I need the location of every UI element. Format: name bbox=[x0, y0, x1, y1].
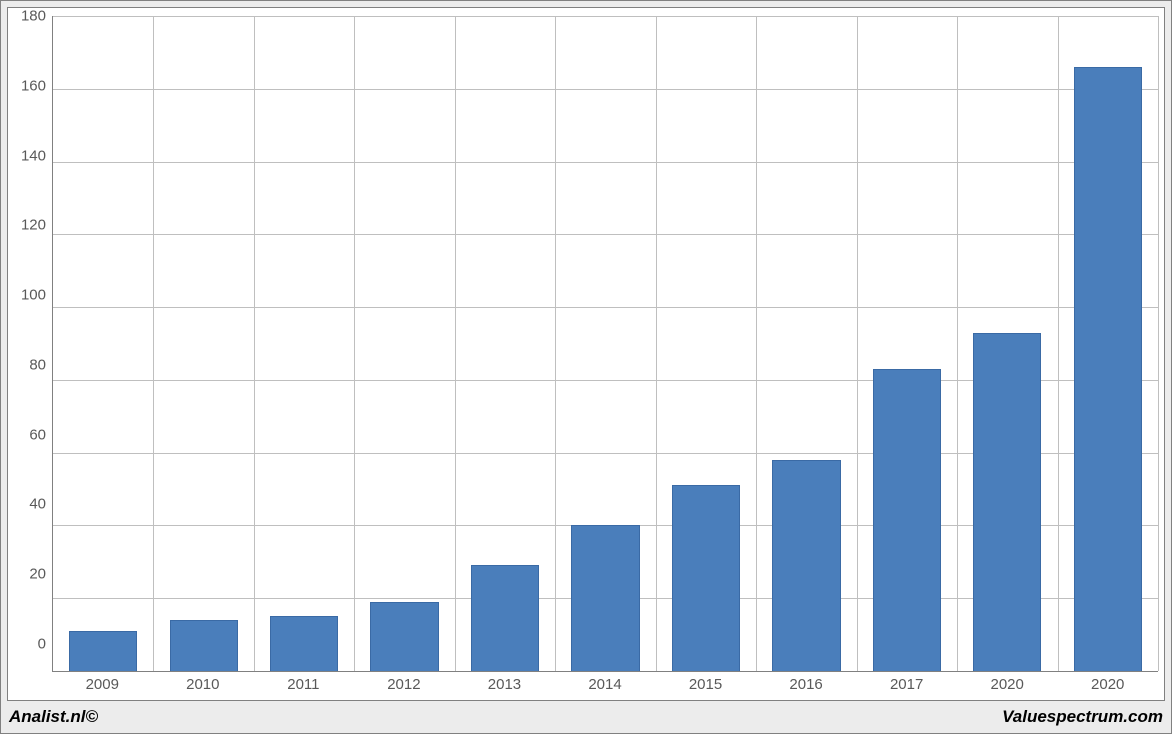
bar bbox=[170, 620, 238, 671]
gridline-vertical bbox=[254, 16, 255, 671]
gridline-horizontal bbox=[53, 89, 1158, 90]
x-tick-label: 2012 bbox=[387, 676, 420, 693]
gridline-vertical bbox=[1158, 16, 1159, 671]
x-tick-label: 2016 bbox=[789, 676, 822, 693]
bar bbox=[772, 460, 840, 671]
footer-right-text: Valuespectrum.com bbox=[1002, 707, 1163, 727]
x-tick-label: 2020 bbox=[1091, 676, 1124, 693]
y-tick-label: 40 bbox=[29, 496, 46, 513]
gridline-vertical bbox=[957, 16, 958, 671]
gridline-horizontal bbox=[53, 16, 1158, 17]
gridline-vertical bbox=[656, 16, 657, 671]
gridline-vertical bbox=[857, 16, 858, 671]
x-axis-labels: 2009 2010 2011 2012 2013 2014 2015 2016 2017 2020… bbox=[52, 672, 1158, 700]
bar bbox=[873, 369, 941, 671]
bar bbox=[1074, 67, 1142, 671]
bar bbox=[270, 616, 338, 671]
footer-left-text: Analist.nl© bbox=[9, 707, 98, 727]
y-tick-label: 140 bbox=[21, 147, 46, 164]
chart-frame: 0 20 40 60 80 100 120 140 160 180 2009 2010 2011 201… bbox=[0, 0, 1172, 734]
gridline-vertical bbox=[1058, 16, 1059, 671]
plot-area bbox=[52, 16, 1158, 672]
gridline-horizontal bbox=[53, 162, 1158, 163]
y-axis-labels: 0 20 40 60 80 100 120 140 160 180 bbox=[8, 8, 52, 672]
plot-outer: 0 20 40 60 80 100 120 140 160 180 2009 2010 2011 201… bbox=[7, 7, 1165, 701]
y-tick-label: 180 bbox=[21, 8, 46, 25]
gridline-vertical bbox=[455, 16, 456, 671]
gridline-vertical bbox=[756, 16, 757, 671]
gridline-horizontal bbox=[53, 307, 1158, 308]
x-tick-label: 2014 bbox=[588, 676, 621, 693]
bar bbox=[571, 525, 639, 671]
y-tick-label: 20 bbox=[29, 566, 46, 583]
x-tick-label: 2020 bbox=[990, 676, 1023, 693]
y-tick-label: 60 bbox=[29, 426, 46, 443]
gridline-vertical bbox=[555, 16, 556, 671]
y-tick-label: 80 bbox=[29, 356, 46, 373]
chart-footer: Analist.nl© Valuespectrum.com bbox=[7, 705, 1165, 729]
x-tick-label: 2011 bbox=[287, 676, 319, 693]
bar bbox=[69, 631, 137, 671]
gridline-vertical bbox=[153, 16, 154, 671]
x-tick-label: 2017 bbox=[890, 676, 923, 693]
y-tick-label: 100 bbox=[21, 287, 46, 304]
x-tick-label: 2015 bbox=[689, 676, 722, 693]
gridline-vertical bbox=[354, 16, 355, 671]
y-tick-label: 160 bbox=[21, 77, 46, 94]
x-tick-label: 2013 bbox=[488, 676, 521, 693]
bar bbox=[973, 333, 1041, 671]
x-tick-label: 2009 bbox=[86, 676, 119, 693]
y-tick-label: 120 bbox=[21, 217, 46, 234]
y-tick-label: 0 bbox=[38, 636, 46, 653]
bar bbox=[471, 565, 539, 671]
bar bbox=[672, 485, 740, 671]
gridline-horizontal bbox=[53, 234, 1158, 235]
bar bbox=[370, 602, 438, 671]
x-tick-label: 2010 bbox=[186, 676, 219, 693]
